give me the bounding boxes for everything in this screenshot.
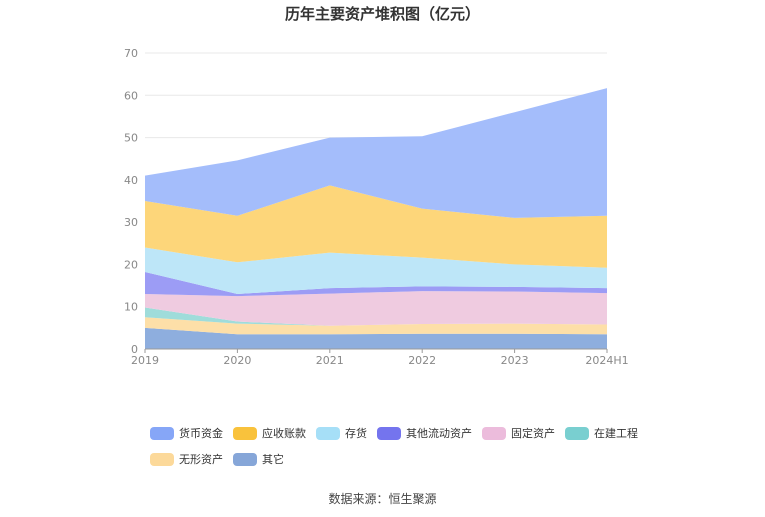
y-tick-label: 30 — [124, 216, 138, 229]
legend-swatch — [150, 452, 174, 466]
area-series-3 — [145, 291, 607, 326]
area-series — [145, 88, 607, 349]
legend-label: 存货 — [345, 427, 367, 440]
x-tick-label: 2019 — [131, 354, 159, 367]
y-tick-label: 70 — [124, 47, 138, 60]
area-series-5 — [145, 247, 607, 295]
x-tick-label: 2024H1 — [585, 354, 628, 367]
y-tick-label: 0 — [131, 343, 138, 356]
legend-label: 应收账款 — [262, 427, 306, 440]
legend-swatch — [233, 426, 257, 440]
x-tick-label: 2020 — [223, 354, 251, 367]
x-tick-label: 2022 — [408, 354, 436, 367]
legend-swatch — [565, 426, 589, 440]
legend-label: 无形资产 — [179, 453, 223, 466]
legend-swatch — [233, 452, 257, 466]
y-tick-label: 10 — [124, 301, 138, 314]
chart-title: 历年主要资产堆积图（亿元） — [284, 5, 480, 23]
legend-label: 其它 — [262, 453, 284, 466]
area-series-0 — [145, 327, 607, 349]
legend-swatch — [377, 426, 401, 440]
legend-label: 在建工程 — [594, 427, 638, 440]
legend-label: 其他流动资产 — [406, 427, 472, 440]
legend-item[interactable]: 货币资金 — [150, 424, 223, 442]
area-series-7 — [145, 88, 607, 218]
data-source: 数据来源：恒生聚源 — [328, 492, 437, 506]
legend-swatch — [316, 426, 340, 440]
legend-swatch — [482, 426, 506, 440]
legend-item[interactable]: 其他流动资产 — [377, 424, 472, 442]
legend-label: 货币资金 — [179, 427, 223, 440]
axes: 0 10 20 30 40 50 60 70 2019 2020 2021 2022 2023 2024H… — [124, 47, 629, 367]
legend: 货币资金 应收账款 存货 其他流动资产 固定资产 在建工程无形资产 其它 — [150, 424, 670, 468]
y-tick-label: 40 — [124, 174, 138, 187]
area-series-6 — [145, 185, 607, 268]
legend-item[interactable]: 固定资产 — [482, 424, 555, 442]
y-tick-label: 60 — [124, 89, 138, 102]
legend-label: 固定资产 — [511, 427, 555, 440]
x-tick-label: 2023 — [501, 354, 529, 367]
y-tick-label: 20 — [124, 258, 138, 271]
legend-item[interactable]: 在建工程 — [565, 424, 638, 442]
legend-item[interactable]: 存货 — [316, 424, 367, 442]
y-tick-label: 50 — [124, 132, 138, 145]
x-tick-label: 2021 — [316, 354, 344, 367]
area-series-4 — [145, 272, 607, 297]
legend-item[interactable]: 应收账款 — [233, 424, 306, 442]
legend-swatch — [150, 426, 174, 440]
area-series-1 — [145, 317, 607, 335]
legend-item[interactable]: 其它 — [233, 450, 284, 468]
legend-item[interactable]: 无形资产 — [150, 450, 223, 468]
